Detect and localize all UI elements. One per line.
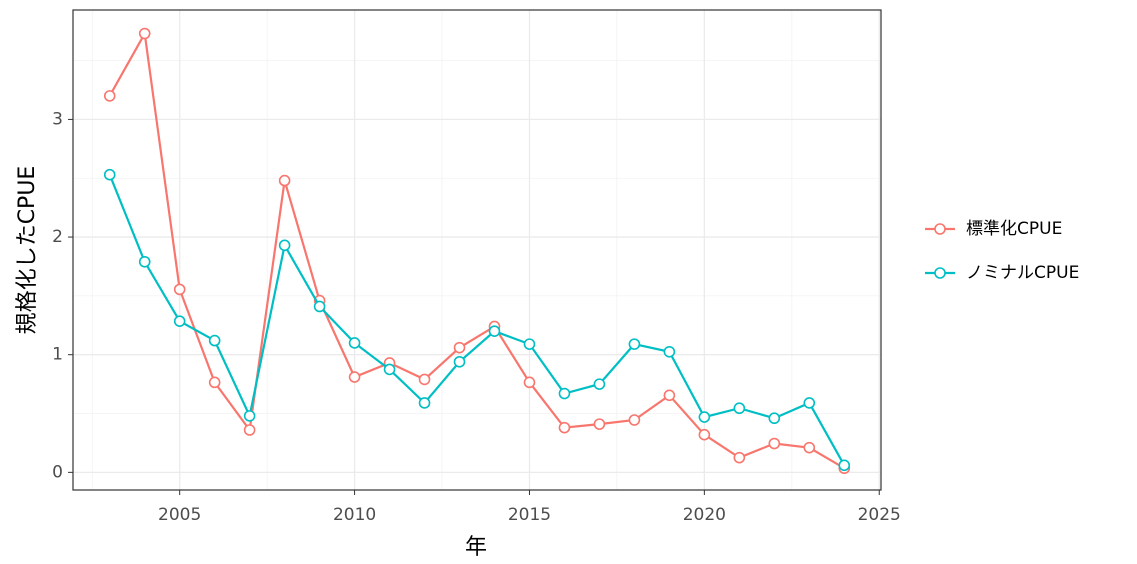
data-point bbox=[593, 418, 606, 430]
plot-area bbox=[103, 27, 851, 475]
data-point bbox=[803, 441, 816, 454]
data-point bbox=[348, 337, 361, 349]
data-point bbox=[173, 283, 186, 296]
legend-marker bbox=[934, 267, 946, 279]
y-tick-label: 2 bbox=[52, 227, 63, 247]
data-point bbox=[838, 459, 851, 472]
grid bbox=[73, 10, 881, 490]
data-point bbox=[173, 315, 186, 327]
legend-marker bbox=[934, 223, 946, 235]
x-tick-label: 2010 bbox=[333, 505, 376, 525]
data-point bbox=[558, 421, 571, 434]
data-point bbox=[733, 402, 746, 415]
data-point bbox=[628, 414, 641, 426]
data-point bbox=[663, 389, 676, 402]
data-point bbox=[208, 334, 221, 347]
data-point bbox=[663, 345, 676, 358]
y-tick-label: 3 bbox=[52, 109, 63, 129]
data-point bbox=[138, 27, 151, 40]
data-point bbox=[453, 355, 466, 368]
data-point bbox=[733, 451, 746, 464]
data-point bbox=[768, 437, 781, 450]
data-point bbox=[593, 378, 606, 390]
panel-border bbox=[72, 9, 882, 491]
data-point bbox=[558, 387, 571, 400]
x-axis-title: 年 bbox=[465, 535, 487, 560]
legend-label: 標準化CPUE bbox=[966, 219, 1062, 239]
legend: 標準化CPUE ノミナルCPUE bbox=[925, 219, 1079, 283]
data-point bbox=[348, 371, 361, 383]
data-point bbox=[208, 376, 221, 389]
data-point bbox=[698, 428, 711, 441]
legend-label: ノミナルCPUE bbox=[966, 263, 1079, 283]
x-tick-label: 2005 bbox=[158, 505, 201, 525]
y-tick-label: 1 bbox=[52, 345, 63, 365]
data-point bbox=[103, 90, 116, 102]
data-point bbox=[313, 300, 326, 313]
x-tick-label: 2025 bbox=[858, 505, 901, 525]
series-line bbox=[108, 174, 846, 466]
data-point bbox=[453, 341, 466, 354]
data-point bbox=[803, 397, 816, 409]
data-point bbox=[523, 338, 536, 350]
data-point bbox=[103, 168, 116, 181]
series-line bbox=[108, 30, 845, 470]
x-tick-label: 2015 bbox=[508, 505, 551, 525]
data-point bbox=[243, 410, 256, 422]
data-point bbox=[628, 338, 641, 350]
data-point bbox=[383, 363, 396, 376]
y-axis-title: 規格化したCPUE bbox=[15, 166, 40, 335]
data-point bbox=[488, 325, 501, 337]
data-point bbox=[138, 255, 151, 268]
data-point bbox=[698, 411, 711, 423]
data-point bbox=[278, 239, 291, 252]
data-point bbox=[768, 412, 781, 425]
data-point bbox=[243, 424, 256, 436]
data-point bbox=[523, 376, 536, 389]
y-tick-label: 0 bbox=[52, 462, 63, 482]
data-point bbox=[278, 174, 291, 187]
x-tick-label: 2020 bbox=[683, 505, 726, 525]
data-point bbox=[418, 373, 431, 386]
data-point bbox=[418, 397, 431, 409]
